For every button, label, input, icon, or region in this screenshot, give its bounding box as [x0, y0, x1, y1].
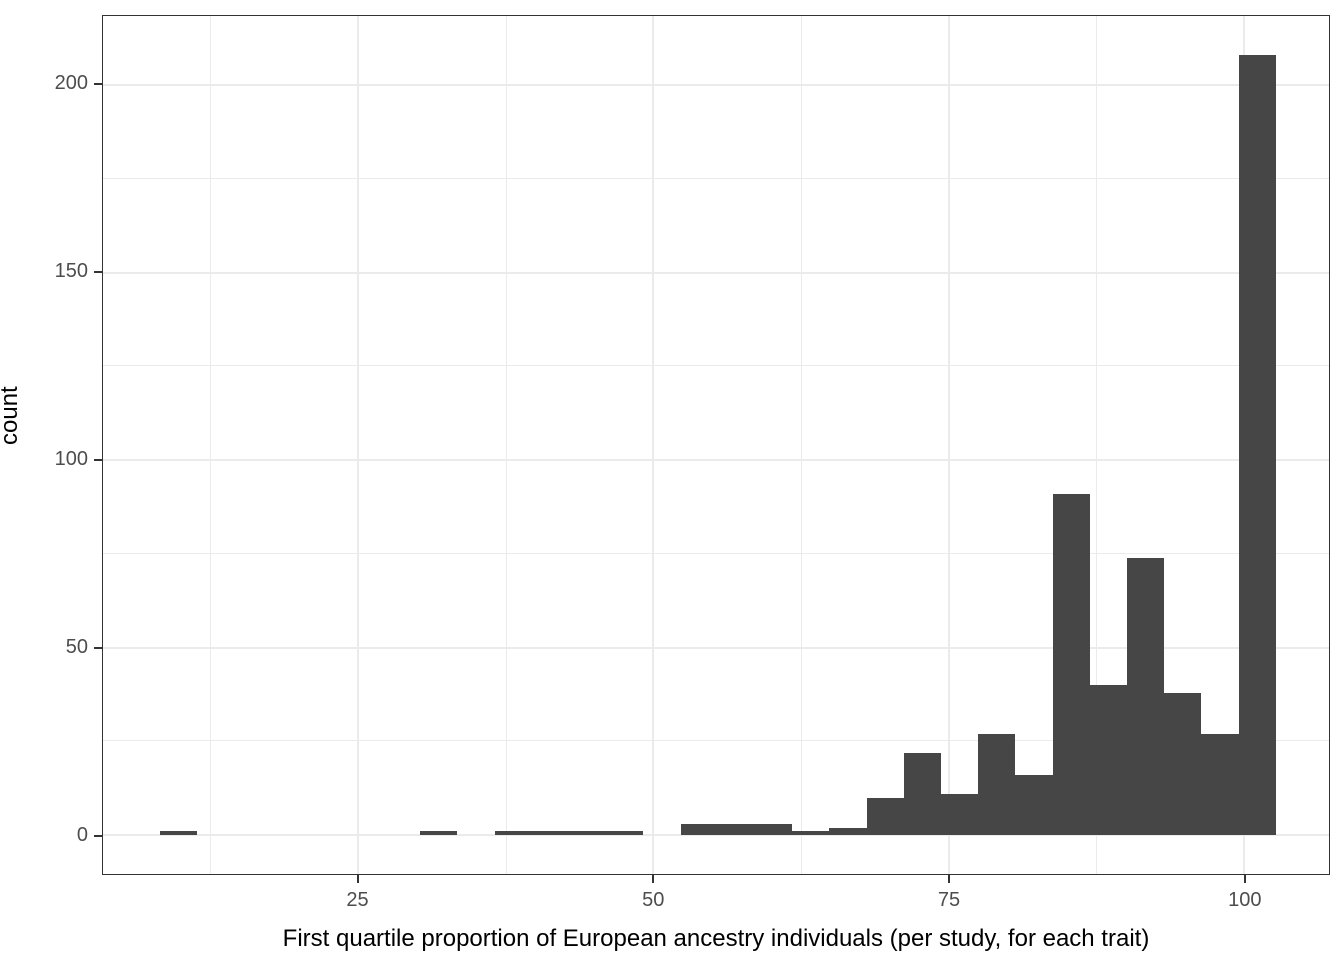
y-tick-mark — [94, 459, 102, 462]
x-major-gridline — [947, 16, 950, 874]
y-axis: 0 50 100 150 200 — [0, 15, 102, 875]
x-axis-title: First quartile proportion of European an… — [282, 925, 1150, 952]
y-major-gridline — [103, 646, 1329, 649]
y-tick-mark — [94, 646, 102, 649]
y-tick-mark — [94, 834, 102, 837]
histogram-bar — [1089, 685, 1128, 835]
histogram-bar — [1238, 55, 1276, 835]
x-tick-mark — [1243, 875, 1246, 883]
histogram-bar — [494, 831, 532, 835]
histogram-bar — [1127, 557, 1165, 835]
histogram-bar — [866, 797, 904, 835]
histogram-bar — [568, 831, 607, 835]
x-major-gridline — [652, 16, 655, 874]
y-minor-gridline — [103, 365, 1329, 367]
y-tick-label: 200 — [54, 72, 88, 95]
histogram-bar — [941, 793, 979, 835]
y-tick-label: 0 — [76, 823, 88, 846]
x-tick-label: 25 — [346, 889, 369, 911]
x-axis: 25 50 75 100 — [102, 875, 1330, 960]
y-axis-title: count — [0, 386, 23, 445]
x-tick-label: 100 — [1228, 889, 1262, 911]
x-minor-gridline — [210, 16, 212, 874]
histogram-bar — [680, 823, 718, 835]
y-major-gridline — [103, 84, 1329, 86]
y-tick-label: 100 — [54, 448, 88, 471]
histogram-bar — [420, 831, 458, 835]
histogram-bar — [717, 823, 755, 835]
histogram-bar — [606, 831, 644, 835]
y-major-gridline — [103, 459, 1329, 461]
histogram-bar — [1052, 493, 1090, 835]
histogram-bar — [754, 823, 793, 835]
y-tick-mark — [94, 271, 102, 274]
x-minor-gridline — [1096, 16, 1098, 874]
histogram-bar — [829, 827, 867, 835]
histogram-bar — [531, 831, 569, 835]
x-major-gridline — [357, 16, 360, 874]
histogram-bar — [1164, 692, 1202, 835]
histogram-bar — [159, 831, 197, 835]
x-tick-label: 50 — [642, 889, 665, 911]
x-tick-label: 75 — [937, 889, 961, 911]
histogram-bar — [1015, 775, 1053, 835]
y-minor-gridline — [103, 740, 1329, 742]
y-major-gridline — [103, 834, 1329, 836]
x-tick-mark — [356, 875, 359, 883]
y-major-gridline — [103, 271, 1329, 274]
x-tick-mark — [652, 875, 655, 883]
plot-panel — [102, 15, 1330, 875]
y-tick-mark — [94, 83, 102, 86]
x-minor-gridline — [801, 16, 803, 874]
y-minor-gridline — [103, 177, 1329, 179]
y-minor-gridline — [103, 552, 1329, 554]
x-minor-gridline — [505, 16, 507, 874]
y-tick-label: 150 — [54, 260, 88, 283]
histogram-bar — [978, 733, 1016, 835]
y-tick-label: 50 — [65, 636, 88, 659]
histogram-bar — [1201, 733, 1239, 835]
histogram-bar — [903, 752, 941, 835]
x-tick-mark — [948, 875, 951, 883]
histogram-bar — [792, 831, 830, 835]
